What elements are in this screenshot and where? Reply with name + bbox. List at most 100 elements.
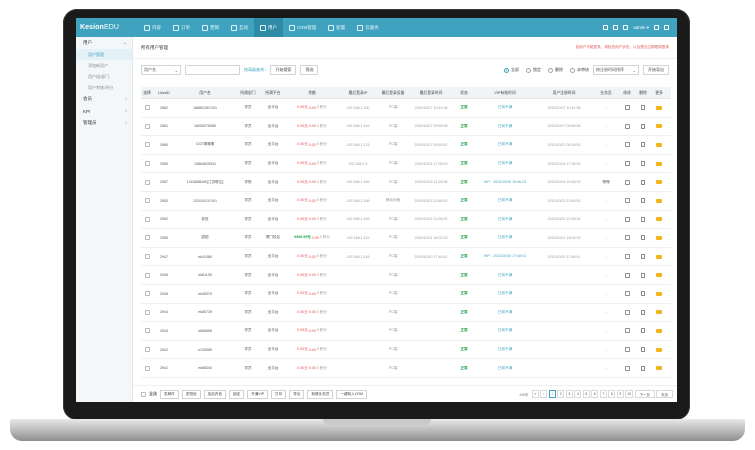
page-button[interactable]: ‹ [540,390,548,398]
bulk-action-button[interactable]: 一键转入CRM [336,389,368,399]
row-checkbox[interactable] [144,179,150,185]
user-name[interactable]: 老班 [201,216,209,221]
edit-icon[interactable] [624,309,630,315]
filter-button[interactable]: 筛选 [300,65,319,75]
page-button[interactable]: 8 [608,390,616,398]
search-input[interactable] [185,65,240,75]
edit-icon[interactable] [624,105,630,111]
user-name[interactable]: e130989 [198,347,212,352]
search-button[interactable]: 开始搜索 [270,65,297,75]
row-checkbox[interactable] [144,123,150,129]
sidebar-item-0-2[interactable]: 用户组/部门 [88,74,110,79]
sort-select[interactable]: 按注册时间排序 ⌄ [593,65,639,75]
trash-icon[interactable] [641,179,645,185]
trash-icon[interactable] [641,235,645,241]
row-checkbox[interactable] [144,198,150,204]
trash-icon[interactable] [641,328,645,334]
page-button[interactable]: 9 [616,390,624,398]
edit-icon[interactable] [624,291,630,297]
more-icon[interactable] [656,142,662,147]
more-icon[interactable] [656,310,662,315]
user-name[interactable]: 1027哪哪哪 [195,142,215,147]
page-button[interactable]: 10 [625,390,634,398]
user-name[interactable]: ek61135 [198,273,212,278]
sidebar-group-0[interactable]: 用户 ⌄ [76,37,132,49]
user-name[interactable]: 19864825931 [194,161,216,166]
more-icon[interactable] [656,217,662,222]
page-button[interactable]: 末页 [656,390,673,398]
bulk-action-button[interactable]: 导出 [289,389,305,399]
status-radio-1[interactable]: 锁定 [526,67,541,73]
user-name[interactable]: 134385804E[江苏联达] [186,179,224,184]
edit-icon[interactable] [624,123,630,129]
more-icon[interactable] [656,235,662,240]
trash-icon[interactable] [641,272,645,278]
status-radio-0[interactable]: 全部 [504,67,519,73]
status-radio-2[interactable]: 删除 [548,67,563,73]
row-checkbox[interactable] [144,272,150,278]
trash-icon[interactable] [641,105,645,111]
page-button[interactable]: 2 [557,390,565,398]
row-checkbox[interactable] [144,291,150,297]
page-button[interactable]: « [531,390,539,398]
more-icon[interactable] [656,366,662,371]
user-name[interactable]: ek45070 [198,291,212,296]
more-icon[interactable] [656,347,662,352]
sidebar-item-0-0[interactable]: 用户管理 [76,49,132,60]
bulk-action-button[interactable]: 锁定 [228,389,245,399]
row-checkbox[interactable] [144,142,150,148]
trash-icon[interactable] [641,309,645,315]
user-name[interactable]: ek41089 [198,254,212,259]
more-icon[interactable] [656,124,662,129]
row-checkbox[interactable] [144,309,150,315]
edit-icon[interactable] [624,179,630,185]
user-name[interactable]: ek88340 [198,366,212,371]
nav-item-2[interactable]: 营销 [196,18,225,37]
nav-item-6[interactable]: 配置 [322,18,351,37]
page-button[interactable]: 下一页 [634,390,655,398]
nav-item-5[interactable]: CRM管理 [283,18,322,37]
page-button[interactable]: 6 [591,390,599,398]
trash-icon[interactable] [641,347,645,353]
bulk-action-button[interactable]: 加站内信 [203,389,226,399]
monitor-icon[interactable] [613,25,619,30]
page-button[interactable]: 7 [599,390,607,398]
status-radio-3[interactable]: 未审核 [570,67,589,73]
edit-icon[interactable] [624,142,630,148]
export-button[interactable]: 开始导出 [643,65,669,75]
edit-icon[interactable] [624,254,630,260]
row-checkbox[interactable] [144,161,150,167]
user-name[interactable]: ek69658 [198,328,212,333]
row-checkbox[interactable] [144,254,150,260]
trash-icon[interactable] [641,161,645,167]
row-checkbox[interactable] [144,216,150,222]
more-icon[interactable] [656,254,662,259]
more-icon[interactable] [656,328,662,333]
sidebar-group-2[interactable]: KPI › [76,105,132,117]
sidebar-group-3[interactable]: 管理员 › [76,117,132,129]
edit-icon[interactable] [624,235,630,241]
edit-icon[interactable] [624,272,630,278]
sidebar-group-1[interactable]: 会员 › [76,93,132,105]
trash-icon[interactable] [641,254,645,260]
user-menu[interactable]: admin ▾ [633,24,649,30]
trash-icon[interactable] [641,198,645,204]
bulk-action-button[interactable]: 发邮件 [160,389,179,399]
row-checkbox[interactable] [144,328,150,334]
user-name[interactable]: 13101013?101 [193,198,217,203]
more-icon[interactable] [656,180,662,185]
user-name[interactable]: ek85739 [198,310,212,315]
nav-item-0[interactable]: 内容 [138,18,167,37]
more-icon[interactable] [656,291,662,296]
page-button[interactable]: 1 [548,390,556,398]
user-name[interactable]: 甜甜 [201,235,209,240]
nav-item-1[interactable]: 订单 [167,18,196,37]
edit-icon[interactable] [624,216,630,222]
user-name[interactable]: 18000078389 [194,124,216,129]
bulk-action-button[interactable]: 转移业务员 [307,389,334,399]
select-all-checkbox[interactable] [141,391,146,397]
row-checkbox[interactable] [144,365,150,371]
edit-icon[interactable] [624,198,630,204]
nav-item-3[interactable]: 互动 [225,18,254,37]
home-icon[interactable] [603,25,609,30]
